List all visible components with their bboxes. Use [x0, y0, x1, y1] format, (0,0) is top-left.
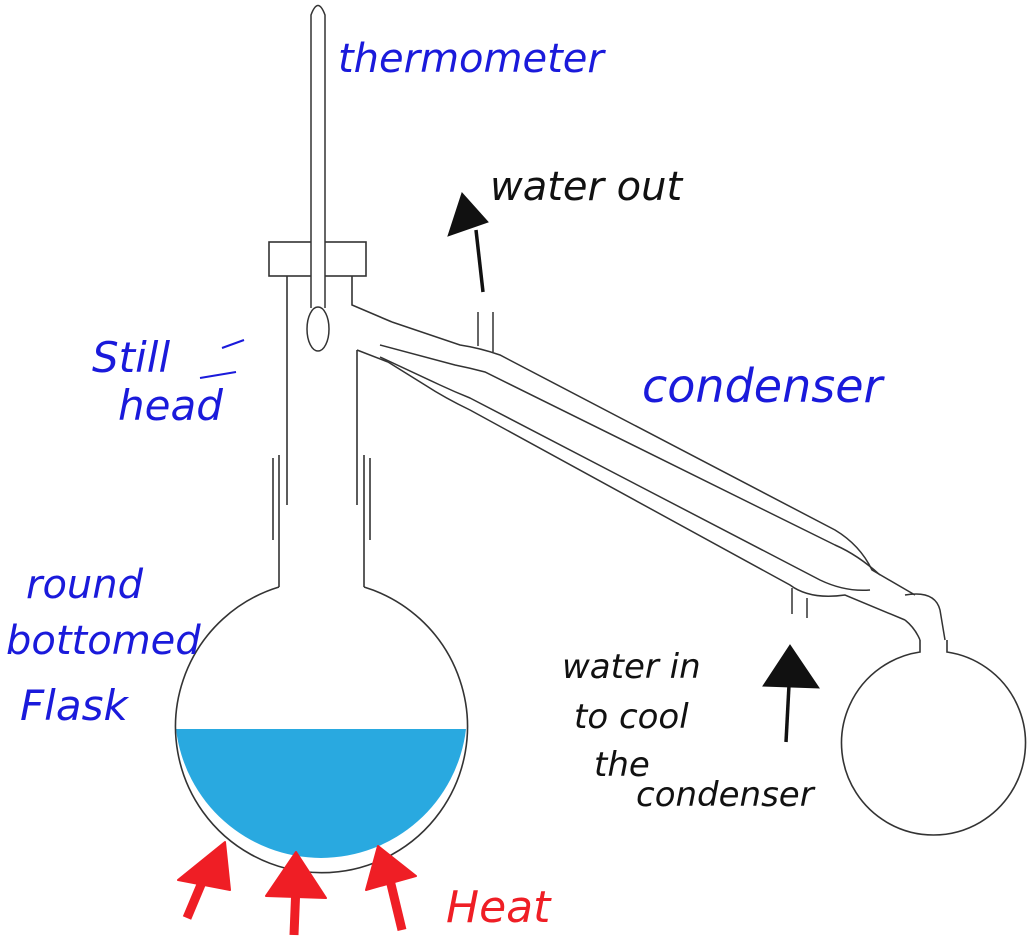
condenser-apparatus	[379, 312, 946, 641]
label-flask-round: round	[26, 562, 144, 608]
receiving-flask-bulb	[840, 640, 1027, 836]
label-condenser: condenser	[642, 359, 886, 413]
label-flask-flask: Flask	[20, 681, 129, 730]
water-in-arrow	[762, 644, 820, 743]
flask-liquid	[176, 729, 466, 858]
label-flask-bottomed: bottomed	[6, 618, 201, 664]
heat-arrow-right	[365, 845, 417, 932]
label-head: head	[118, 381, 223, 430]
round-bottomed-flask	[174, 455, 469, 874]
still-head-underline	[199, 371, 237, 379]
label-the-condenser: condenser	[636, 775, 816, 815]
label-to-cool: to cool	[574, 697, 689, 737]
thermometer-bulb	[306, 306, 330, 352]
flask-bulb	[174, 586, 469, 874]
heat-arrows	[177, 841, 417, 936]
label-water-out: water out	[490, 164, 684, 210]
still-head-leader	[221, 339, 245, 349]
thermometer-stem	[310, 4, 326, 308]
receiver-adapter	[904, 593, 946, 641]
still-head-right	[351, 275, 393, 505]
condenser-inner-top	[379, 344, 881, 576]
label-thermometer: thermometer	[338, 36, 606, 82]
label-still: Still	[92, 333, 170, 382]
label-the: the	[594, 745, 650, 785]
water-out-arrow	[447, 192, 489, 293]
heat-arrow-left	[177, 841, 231, 920]
still-head-arm-lower	[356, 349, 389, 363]
label-heat: Heat	[446, 882, 552, 933]
label-water-in: water in	[562, 647, 701, 687]
receiving-flask	[840, 640, 1027, 836]
still-head	[268, 241, 393, 505]
heat-arrow-middle	[265, 851, 327, 936]
condenser-jacket-top	[391, 321, 916, 596]
thermometer-instrument	[306, 4, 330, 352]
condenser-inner-bottom	[379, 356, 871, 592]
condenser-jacket-bottom	[387, 361, 906, 621]
